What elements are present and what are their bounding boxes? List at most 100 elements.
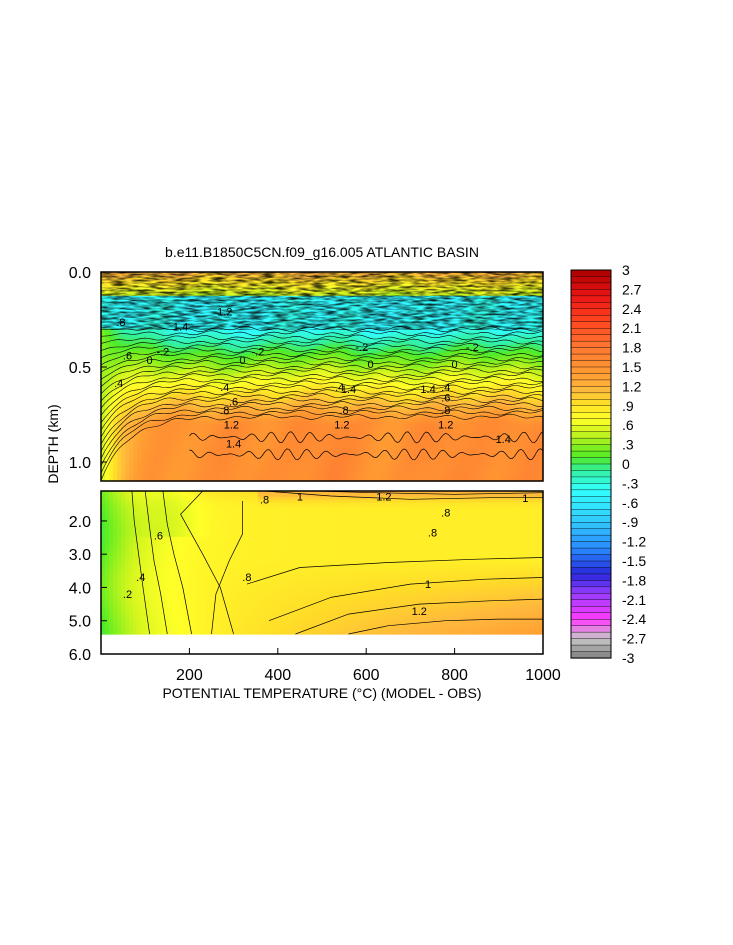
upper-cell <box>309 385 315 390</box>
upper-cell <box>305 349 311 354</box>
upper-cell <box>193 340 199 345</box>
upper-cell <box>105 358 110 363</box>
upper-cell <box>414 367 420 372</box>
upper-cell <box>273 367 279 372</box>
upper-cell <box>317 334 323 339</box>
upper-cell <box>426 379 432 384</box>
upper-cell <box>161 349 166 354</box>
upper-cell <box>133 331 138 336</box>
upper-cell <box>502 379 508 384</box>
upper-cell <box>390 376 395 381</box>
upper-cell <box>342 328 347 333</box>
upper-cell <box>518 382 524 387</box>
upper-cell <box>426 367 432 372</box>
upper-cell <box>342 331 347 336</box>
upper-cell <box>289 331 295 336</box>
upper-cell <box>105 364 110 369</box>
upper-cell <box>414 370 420 375</box>
upper-cell <box>526 376 532 381</box>
upper-cell <box>446 385 452 390</box>
upper-cell <box>293 382 299 387</box>
upper-cell <box>277 352 283 357</box>
upper-cell <box>406 331 411 336</box>
upper-cell <box>518 370 524 375</box>
upper-cell <box>402 355 407 360</box>
upper-cell <box>157 355 162 360</box>
upper-cell <box>378 340 383 345</box>
upper-cell <box>201 370 207 375</box>
upper-cell <box>422 373 428 378</box>
upper-cell <box>253 382 259 387</box>
upper-cell <box>406 355 411 360</box>
upper-cell <box>434 337 440 342</box>
upper-cell <box>354 361 359 366</box>
upper-cell <box>257 340 263 345</box>
upper-cell <box>462 376 468 381</box>
upper-cell <box>169 391 174 396</box>
upper-cell <box>482 370 488 375</box>
upper-cell <box>193 370 199 375</box>
upper-cell <box>245 388 251 393</box>
upper-cell <box>506 370 512 375</box>
upper-cell <box>466 331 472 336</box>
upper-cell <box>301 361 307 366</box>
upper-cell <box>245 346 251 351</box>
upper-cell <box>522 340 528 345</box>
upper-cell <box>157 346 162 351</box>
upper-cell <box>177 337 182 342</box>
upper-cell <box>406 370 411 375</box>
upper-cell <box>105 382 110 387</box>
upper-cell <box>434 343 440 348</box>
upper-cell <box>486 337 492 342</box>
upper-cell <box>269 385 275 390</box>
upper-cell <box>317 328 323 333</box>
upper-cell <box>301 373 307 378</box>
upper-cell <box>418 367 424 372</box>
upper-cell <box>145 391 150 396</box>
upper-cell <box>117 343 122 348</box>
upper-cell <box>346 379 351 384</box>
upper-cell <box>482 355 488 360</box>
upper-cell <box>438 361 444 366</box>
upper-cell <box>338 334 343 339</box>
upper-cell <box>245 343 251 348</box>
upper-cell <box>109 343 114 348</box>
upper-cell <box>189 376 195 381</box>
upper-cell <box>410 391 416 396</box>
upper-cell <box>193 343 199 348</box>
upper-cell <box>342 343 347 348</box>
upper-cell <box>117 382 122 387</box>
upper-cell <box>293 388 299 393</box>
upper-cell <box>153 328 158 333</box>
upper-cell <box>225 391 231 396</box>
upper-cell <box>458 328 464 333</box>
upper-cell <box>354 331 359 336</box>
upper-cell <box>249 328 255 333</box>
upper-cell <box>326 355 331 360</box>
upper-cell <box>514 370 520 375</box>
upper-cell <box>418 340 424 345</box>
upper-cell <box>193 337 199 342</box>
upper-cell <box>149 361 154 366</box>
upper-cell <box>454 388 460 393</box>
upper-cell <box>137 388 142 393</box>
upper-cell <box>458 331 464 336</box>
upper-cell <box>394 328 399 333</box>
upper-cell <box>109 367 114 372</box>
upper-cell <box>201 352 207 357</box>
upper-cell <box>454 370 460 375</box>
upper-cell <box>301 328 307 333</box>
upper-cell <box>386 331 391 336</box>
upper-cell <box>514 349 520 354</box>
upper-cell <box>418 385 424 390</box>
upper-cell <box>506 385 512 390</box>
upper-cell <box>338 376 343 381</box>
upper-cell <box>193 385 199 390</box>
upper-cell <box>225 337 231 342</box>
upper-cell <box>161 376 166 381</box>
upper-cell <box>522 373 528 378</box>
upper-cell <box>346 385 351 390</box>
upper-cell <box>406 373 411 378</box>
upper-cell <box>285 343 291 348</box>
upper-cell <box>317 361 323 366</box>
